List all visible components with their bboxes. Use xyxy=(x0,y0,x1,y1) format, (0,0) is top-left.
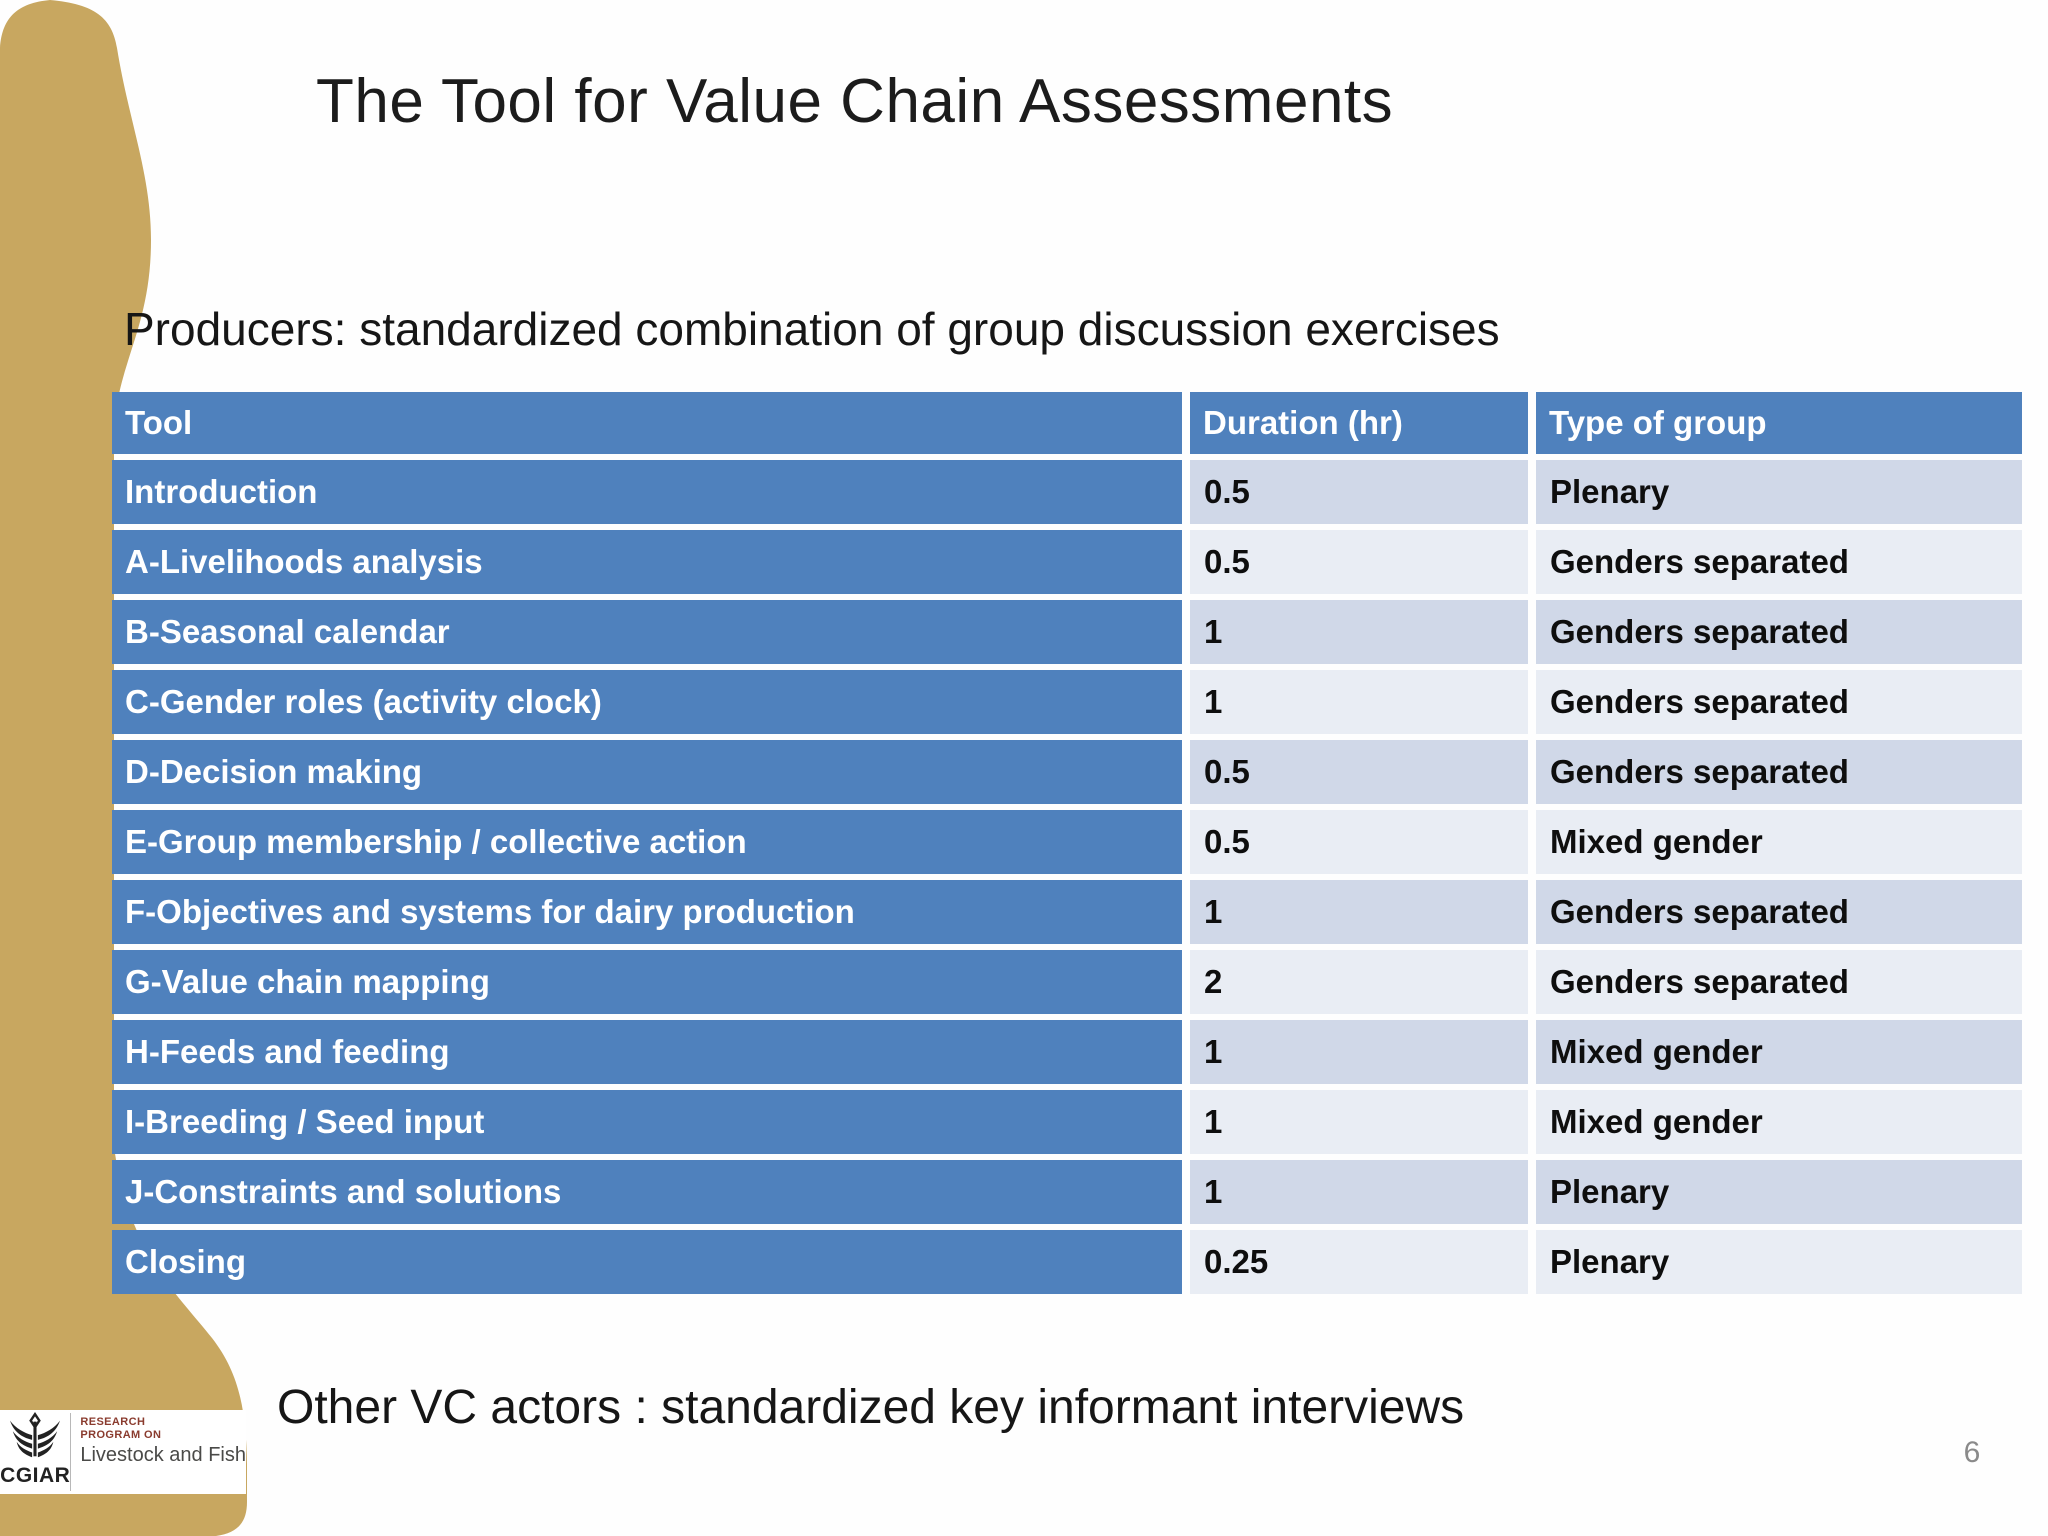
table-row-type: Mixed gender xyxy=(1536,1090,2022,1154)
footer-text: Other VC actors : standardized key infor… xyxy=(277,1381,1465,1434)
table-row-duration: 1 xyxy=(1190,1160,1528,1224)
col-header-duration: Duration (hr) xyxy=(1190,392,1528,454)
table-row-duration: 2 xyxy=(1190,950,1528,1014)
table-row-tool: E-Group membership / collective action xyxy=(112,810,1182,874)
table-row-tool: F-Objectives and systems for dairy produ… xyxy=(112,880,1182,944)
table-row-type: Genders separated xyxy=(1536,530,2022,594)
table-row-tool: I-Breeding / Seed input xyxy=(112,1090,1182,1154)
table-row-tool: J-Constraints and solutions xyxy=(112,1160,1182,1224)
logo-program-name: Livestock and Fish xyxy=(80,1443,246,1466)
table-row-type: Mixed gender xyxy=(1536,1020,2022,1084)
table-row-type: Plenary xyxy=(1536,460,2022,524)
table-row-duration: 0.25 xyxy=(1190,1230,1528,1294)
table-row-duration: 0.5 xyxy=(1190,460,1528,524)
logo-divider xyxy=(70,1413,72,1491)
tools-table: Tool Duration (hr) Type of group Introdu… xyxy=(112,392,2022,1294)
table-row-duration: 0.5 xyxy=(1190,810,1528,874)
cgiar-logo-left: CGIAR xyxy=(0,1410,70,1494)
col-header-type: Type of group xyxy=(1536,392,2022,454)
table-row-duration: 1 xyxy=(1190,670,1528,734)
table-row-tool: Introduction xyxy=(112,460,1182,524)
table-row-type: Mixed gender xyxy=(1536,810,2022,874)
table-row-duration: 1 xyxy=(1190,1020,1528,1084)
cgiar-logo-text: RESEARCH PROGRAM ON Livestock and Fish xyxy=(71,1410,246,1494)
table-row-type: Plenary xyxy=(1536,1230,2022,1294)
table-row-type: Genders separated xyxy=(1536,600,2022,664)
table-row-type: Genders separated xyxy=(1536,880,2022,944)
table-row-tool: D-Decision making xyxy=(112,740,1182,804)
cgiar-logo: CGIAR RESEARCH PROGRAM ON Livestock and … xyxy=(0,1410,246,1494)
side-ribbon-shape xyxy=(0,0,247,1536)
slide-title: The Tool for Value Chain Assessments xyxy=(316,67,1394,136)
col-header-tool: Tool xyxy=(112,392,1182,454)
table-row-tool: C-Gender roles (activity clock) xyxy=(112,670,1182,734)
table-row-duration: 1 xyxy=(1190,880,1528,944)
logo-program-line2: PROGRAM ON xyxy=(80,1428,162,1441)
table-row-tool: Closing xyxy=(112,1230,1182,1294)
wheat-icon xyxy=(10,1412,61,1458)
cgiar-wordmark: CGIAR xyxy=(0,1464,71,1487)
page-number: 6 xyxy=(1963,1436,1981,1469)
logo-program-line1: RESEARCH xyxy=(80,1416,146,1428)
table-row-type: Genders separated xyxy=(1536,950,2022,1014)
slide-subtitle: Producers: standardized combination of g… xyxy=(124,303,1500,355)
table-row-type: Genders separated xyxy=(1536,740,2022,804)
table-row-duration: 1 xyxy=(1190,600,1528,664)
table-row-tool: H-Feeds and feeding xyxy=(112,1020,1182,1084)
table-row-type: Genders separated xyxy=(1536,670,2022,734)
table-row-duration: 1 xyxy=(1190,1090,1528,1154)
table-row-duration: 0.5 xyxy=(1190,530,1528,594)
table-row-tool: G-Value chain mapping xyxy=(112,950,1182,1014)
table-row-type: Plenary xyxy=(1536,1160,2022,1224)
table-row-tool: A-Livelihoods analysis xyxy=(112,530,1182,594)
table-row-duration: 0.5 xyxy=(1190,740,1528,804)
table-row-tool: B-Seasonal calendar xyxy=(112,600,1182,664)
